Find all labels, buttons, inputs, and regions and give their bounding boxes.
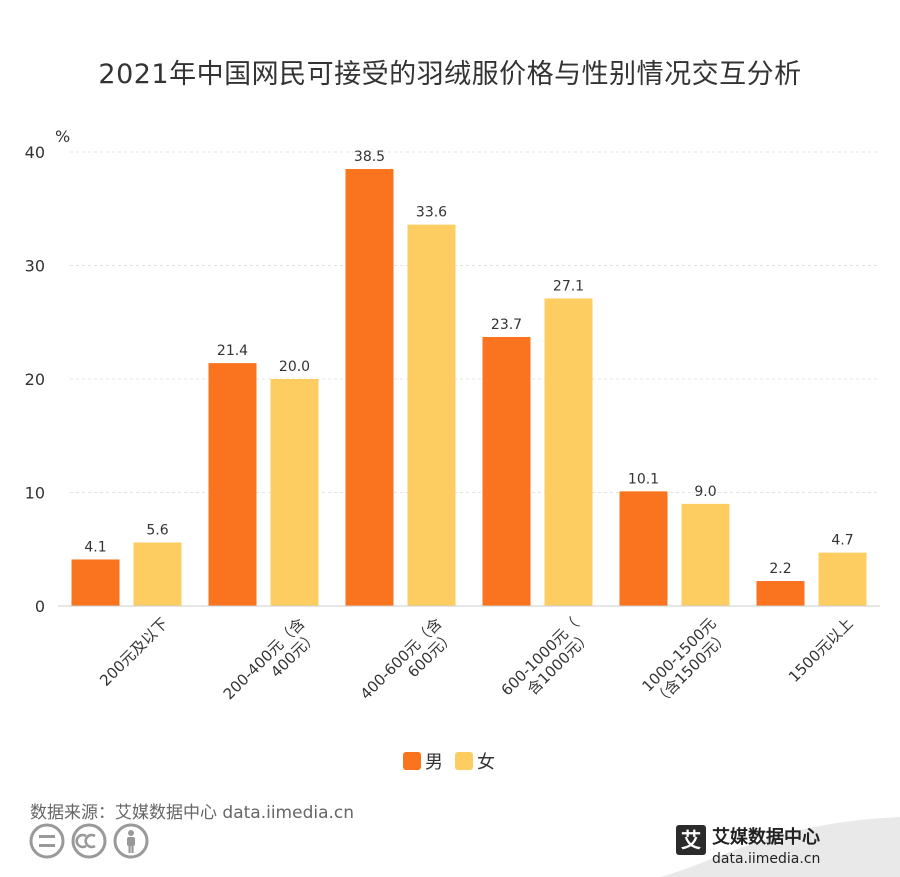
brand-name: 艾媒数据中心: [712, 826, 820, 848]
person-icon: [113, 823, 149, 859]
legend-item-label[interactable]: 男: [425, 752, 443, 773]
value-label: 21.4: [217, 343, 248, 359]
value-label: 2.2: [769, 561, 791, 577]
bar-male: [756, 581, 805, 606]
cc-icon: [71, 823, 107, 859]
value-label: 38.5: [354, 149, 385, 165]
value-label: 20.0: [279, 359, 310, 375]
category-label-line: 1500元以上: [785, 614, 857, 686]
value-label: 4.1: [84, 539, 106, 555]
equals-icon: [29, 823, 65, 859]
y-axis-ticks: 0 10 20 30 40: [25, 143, 45, 616]
bar-female: [681, 503, 730, 606]
license-icons: [29, 823, 149, 859]
bar-female: [133, 542, 182, 606]
legend[interactable]: 男女: [403, 752, 495, 773]
legend-swatch[interactable]: [455, 752, 473, 770]
category-label: 1500元以上: [785, 614, 857, 686]
bar-female: [544, 298, 593, 606]
bar-male: [208, 363, 257, 606]
bar-male: [71, 559, 120, 606]
legend-item-label[interactable]: 女: [477, 752, 495, 773]
value-label: 10.1: [628, 471, 659, 487]
category-label: 600-1000元（含1000元）: [498, 614, 596, 699]
category-label: 1000-1500元（含1500元）: [638, 614, 732, 709]
source-text: 数据来源：艾媒数据中心 data.iimedia.cn: [30, 803, 355, 823]
bar-male: [619, 491, 668, 606]
brand-logo-icon: [676, 825, 706, 855]
chart-title: 2021年中国网民可接受的羽绒服价格与性别情况交互分析: [98, 59, 802, 90]
bar-male: [345, 169, 394, 606]
y-tick-label: 0: [35, 597, 45, 616]
y-axis-unit: %: [55, 127, 70, 146]
legend-swatch[interactable]: [403, 752, 421, 770]
value-label: 9.0: [694, 484, 716, 500]
bar-female: [270, 379, 319, 606]
value-label: 5.6: [146, 522, 168, 538]
brand-url: data.iimedia.cn: [712, 851, 820, 867]
category-label: 200元及以下: [96, 614, 171, 689]
brand-watermark: 艾 艾媒数据中心 data.iimedia.cn: [660, 817, 900, 877]
y-tick-label: 30: [25, 257, 45, 276]
value-label: 4.7: [831, 533, 853, 549]
value-label: 27.1: [553, 278, 584, 294]
bar-female: [407, 224, 456, 606]
bars: 4.1 5.6 21.4 20.0 38.5 33.6 23.7 27.1 10.1 9.0 2.2…: [71, 149, 867, 606]
value-label: 33.6: [416, 205, 447, 221]
y-tick-label: 10: [25, 484, 45, 503]
category-label-line: 200元及以下: [96, 614, 171, 689]
grid-lines: [70, 151, 880, 493]
brand-logo-char: 艾: [681, 828, 701, 852]
y-tick-label: 20: [25, 370, 45, 389]
value-label: 23.7: [491, 317, 522, 333]
bar-male: [482, 337, 531, 606]
bar-female: [818, 552, 867, 606]
y-tick-label: 40: [25, 143, 45, 162]
